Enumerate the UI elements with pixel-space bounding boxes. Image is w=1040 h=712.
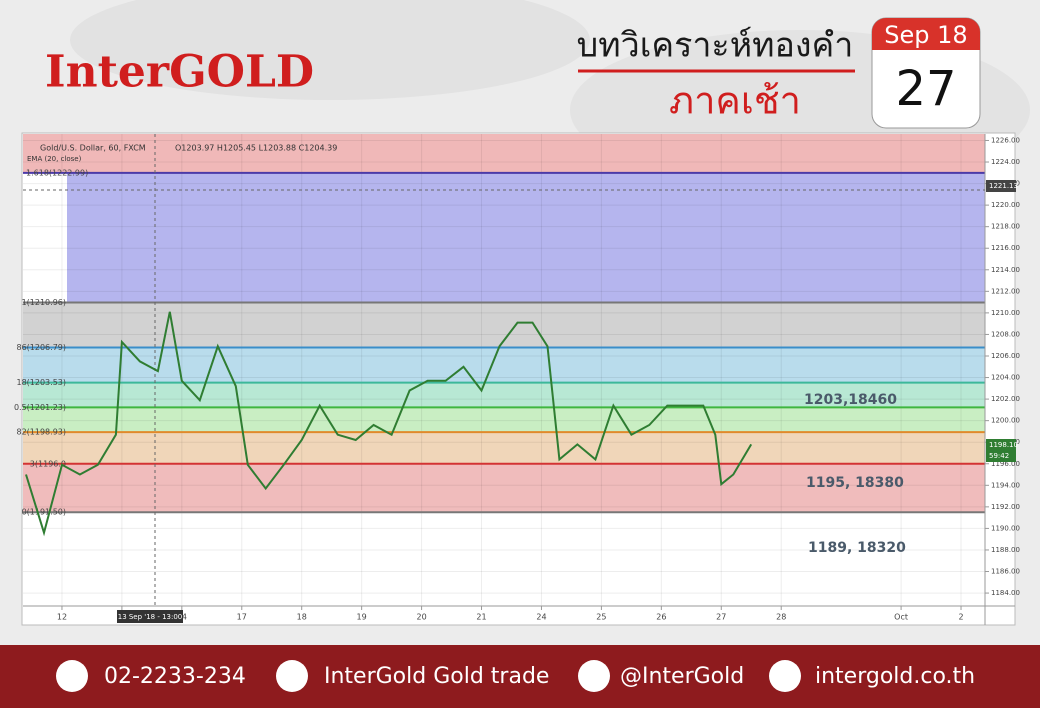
phone-icon — [56, 660, 88, 692]
fib-label: 3(1196.0 — [30, 459, 66, 468]
x-tick-label: 18 — [297, 613, 307, 622]
indicator: EMA (20, close) — [27, 155, 82, 163]
phone: 02-2233-234 — [104, 664, 246, 689]
fib-label: 18(1203.53) — [16, 378, 66, 387]
y-tick-label: 1226.00 — [991, 136, 1020, 144]
price-tag — [986, 180, 1016, 192]
x-tick-label: 12 — [57, 613, 67, 622]
price-tag-label: 1221.13 — [989, 182, 1018, 190]
fib-label: 0(1191.50) — [22, 508, 66, 517]
line-icon — [578, 660, 610, 692]
annotation: 1189, 18320 — [808, 540, 906, 556]
price-tag-label: 59:42 — [989, 452, 1009, 460]
fib-label: 86(1206.79) — [16, 343, 66, 352]
y-tick-label: 1196.00 — [991, 460, 1020, 468]
calendar-month: Sep 18 — [884, 21, 967, 49]
y-tick-label: 1224.00 — [991, 158, 1020, 166]
y-tick-label: 1194.00 — [991, 481, 1020, 489]
title: บทวิเคราะห์ทองคำ — [577, 26, 854, 66]
y-tick-label: 1200.00 — [991, 417, 1020, 425]
x-tick-label: Oct — [894, 613, 908, 622]
website: intergold.co.th — [815, 664, 975, 689]
facebook-icon — [276, 660, 308, 692]
y-tick-label: 1220.00 — [991, 201, 1020, 209]
y-tick-label: 1206.00 — [991, 352, 1020, 360]
y-tick-label: 1190.00 — [991, 524, 1020, 532]
fib-label: 82(1198.93) — [16, 428, 66, 437]
y-tick-label: 1212.00 — [991, 287, 1020, 295]
y-tick-label: 1214.00 — [991, 266, 1020, 274]
x-tick-label: 17 — [237, 613, 247, 622]
logo: InterGOLD — [45, 47, 314, 98]
map-shape — [70, 0, 590, 100]
symbol: Gold/U.S. Dollar, 60, FXCM — [40, 144, 146, 153]
price-line — [25, 311, 753, 537]
y-tick-label: 1218.00 — [991, 223, 1020, 231]
x-tick-label: 26 — [656, 613, 666, 622]
y-tick-label: 1188.00 — [991, 546, 1020, 554]
fib-label: 1.618(1222.99) — [26, 168, 88, 177]
x-tick-label: 2 — [958, 613, 963, 622]
crosshair-label: 13 Sep '18 - 13:00 — [118, 613, 183, 621]
y-tick-label: 1202.00 — [991, 395, 1020, 403]
web-icon — [769, 660, 801, 692]
x-tick-label: 28 — [776, 613, 786, 622]
price-tag — [986, 439, 1016, 451]
fib-band — [23, 407, 985, 433]
x-tick-label: 27 — [716, 613, 726, 622]
fib-band — [23, 382, 985, 408]
y-tick-label: 1192.00 — [991, 503, 1020, 511]
facebook: InterGold Gold trade — [324, 664, 549, 689]
line-id: @InterGold — [620, 664, 744, 689]
fib-label: 0.5(1201.23) — [14, 403, 66, 412]
y-tick-label: 1186.00 — [991, 568, 1020, 576]
fib-band — [23, 134, 985, 173]
annotation: 1203,18460 — [804, 392, 897, 408]
fib-band — [23, 463, 985, 513]
chart: 1.618(1222.99) 1(1210.96) 86(1206.79) 18(12… — [14, 134, 1020, 625]
crosshair-tag — [117, 610, 183, 623]
annotation: 1195, 18380 — [806, 475, 904, 491]
calendar-top — [872, 18, 980, 50]
price-tag — [986, 450, 1016, 462]
x-tick-label: 21 — [476, 613, 486, 622]
y-tick-label: 1184.00 — [991, 589, 1020, 597]
fib-label: 1(1210.96) — [22, 298, 66, 307]
fib-band — [23, 347, 985, 383]
ohlc: O1203.97 H1205.45 L1203.88 C1204.39 — [175, 144, 337, 153]
price-tag-label: 1198.10 — [989, 441, 1018, 449]
x-tick-label: 19 — [357, 613, 367, 622]
y-tick-label: 1204.00 — [991, 374, 1020, 382]
y-tick-label: 1216.00 — [991, 244, 1020, 252]
fib-band — [23, 432, 985, 464]
y-tick-label: 1208.00 — [991, 330, 1020, 338]
y-tick-label: 1210.00 — [991, 309, 1020, 317]
footer — [0, 645, 1040, 708]
x-tick-label: 20 — [416, 613, 426, 622]
x-tick-label: 25 — [596, 613, 606, 622]
calendar-day: 27 — [895, 61, 956, 117]
subtitle: ภาคเช้า — [669, 79, 801, 123]
fib-band — [67, 172, 985, 303]
x-tick-label: 24 — [536, 613, 546, 622]
